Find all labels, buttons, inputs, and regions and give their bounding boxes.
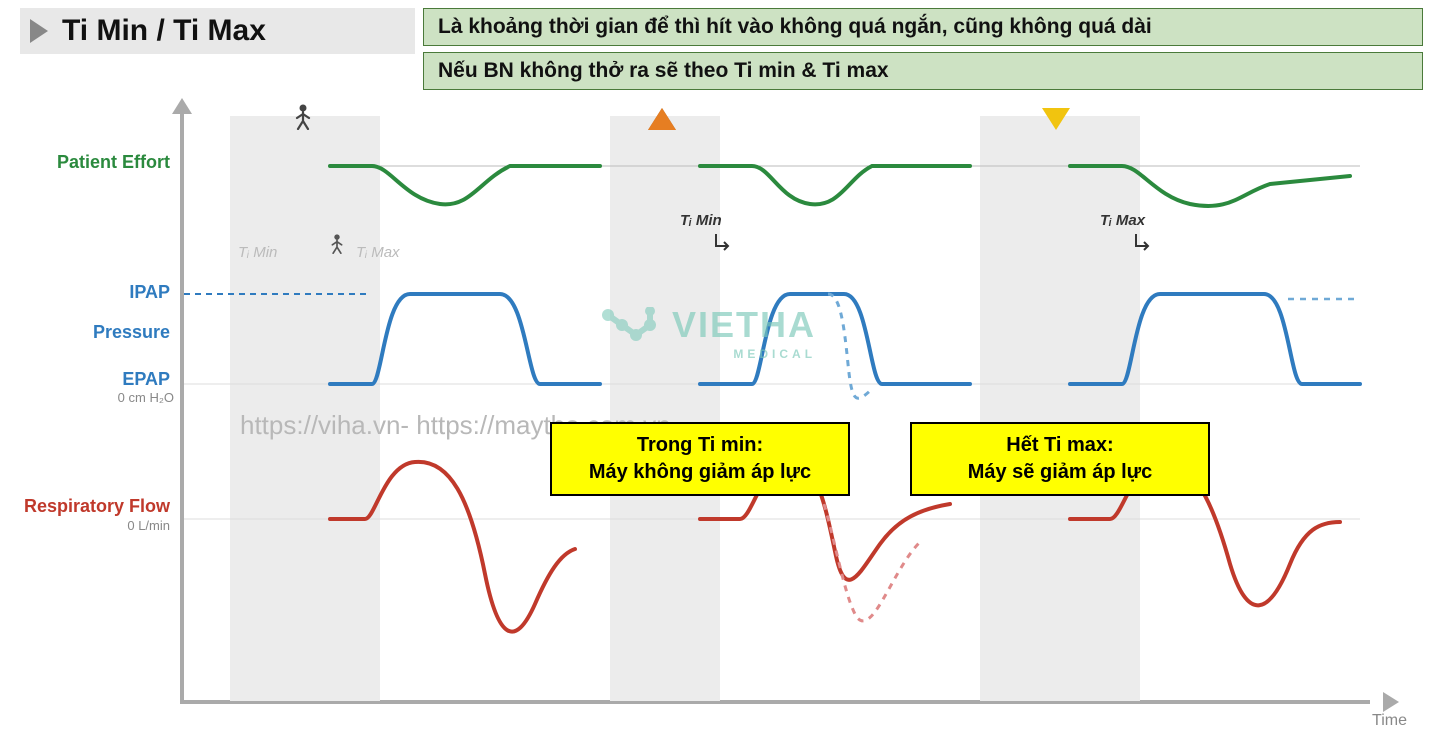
waveform-svg — [180, 104, 1380, 714]
pressure-curve-2-dashed — [828, 294, 872, 398]
title-block: Ti Min / Ti Max — [20, 8, 415, 54]
callout-timin-line2: Máy không giảm áp lực — [570, 459, 830, 486]
effort-curve-2 — [700, 166, 970, 204]
triangle-bullet-icon — [30, 19, 48, 43]
header: Ti Min / Ti Max Là khoảng thời gian để t… — [0, 0, 1437, 90]
effort-curve-1 — [330, 166, 600, 204]
label-epap: EPAP — [100, 369, 170, 390]
label-resp-flow: Respiratory Flow — [10, 496, 170, 517]
watermark-logo-sub: MEDICAL — [600, 347, 816, 361]
label-flow-zero: 0 L/min — [90, 518, 170, 533]
flow-curve-1 — [330, 462, 575, 632]
watermark-logo: VIETHA MEDICAL — [600, 304, 816, 361]
chart-area: Time Patient Effort IPAP Pressure EPAP 0… — [40, 104, 1397, 724]
page-title: Ti Min / Ti Max — [62, 14, 266, 48]
label-pressure-zero: 0 cm H₂O — [84, 390, 174, 405]
callout-timax-line1: Hết Ti max: — [930, 432, 1190, 459]
pressure-curve-3 — [1070, 294, 1360, 384]
label-patient-effort: Patient Effort — [30, 152, 170, 173]
watermark-logo-text: VIETHA — [672, 304, 816, 345]
callout-timax-line2: Máy sẽ giảm áp lực — [930, 459, 1190, 486]
notes-column: Là khoảng thời gian để thì hít vào không… — [423, 8, 1423, 90]
callout-timin-line1: Trong Ti min: — [570, 432, 830, 459]
label-pressure: Pressure — [60, 322, 170, 343]
note-box-2: Nếu BN không thở ra sẽ theo Ti min & Ti … — [423, 52, 1423, 90]
note-box-1: Là khoảng thời gian để thì hít vào không… — [423, 8, 1423, 46]
pressure-curve-1 — [330, 294, 600, 384]
label-ipap: IPAP — [100, 282, 170, 303]
callout-timin: Trong Ti min: Máy không giảm áp lực — [550, 422, 850, 496]
x-axis-label: Time — [1372, 712, 1407, 730]
effort-curve-3 — [1070, 166, 1350, 206]
callout-timax: Hết Ti max: Máy sẽ giảm áp lực — [910, 422, 1210, 496]
x-axis-arrow-icon — [1383, 692, 1399, 712]
